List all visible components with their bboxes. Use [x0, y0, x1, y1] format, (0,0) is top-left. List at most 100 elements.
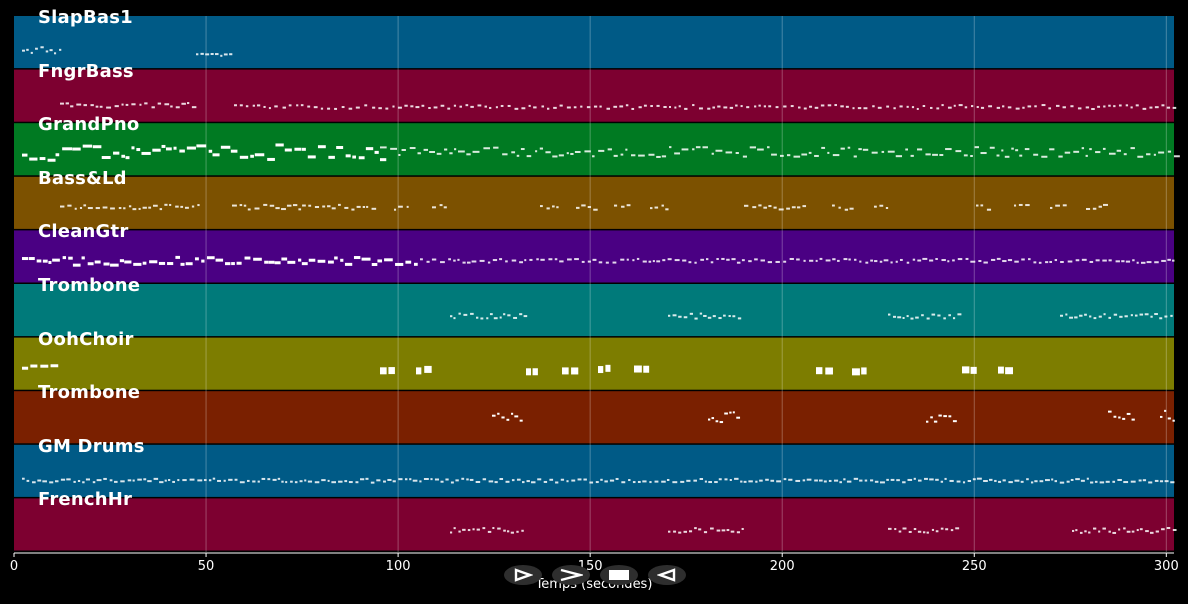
note: [1135, 104, 1139, 107]
note: [1002, 260, 1007, 263]
note: [656, 155, 661, 158]
note: [793, 155, 801, 158]
note: [684, 107, 688, 110]
note: [521, 107, 526, 110]
note: [355, 106, 360, 109]
note: [1136, 261, 1139, 264]
note: [729, 411, 732, 414]
note: [998, 366, 1004, 374]
note: [66, 478, 71, 481]
note: [619, 105, 624, 108]
track-label: FrenchHr: [38, 489, 133, 511]
note: [613, 105, 618, 108]
note: [365, 147, 374, 151]
note: [818, 479, 823, 482]
note: [197, 479, 203, 482]
note: [974, 146, 979, 149]
note: [870, 259, 874, 262]
note: [412, 479, 418, 482]
note: [136, 148, 141, 152]
track-lane: [14, 498, 1174, 551]
note: [1095, 151, 1101, 154]
note-cluster: [998, 366, 1013, 375]
note: [322, 205, 326, 208]
note: [566, 480, 569, 483]
note: [736, 531, 740, 534]
note: [931, 313, 936, 316]
note: [576, 206, 580, 209]
note: [331, 481, 337, 484]
note: [60, 205, 65, 208]
note: [327, 479, 330, 482]
note: [1123, 153, 1127, 156]
note: [931, 528, 935, 531]
next-button[interactable]: [552, 565, 590, 585]
note: [328, 155, 335, 159]
note: [1084, 530, 1087, 533]
note: [612, 261, 617, 264]
note: [1090, 481, 1094, 484]
note: [744, 204, 749, 207]
note: [1074, 316, 1078, 319]
note: [906, 105, 909, 108]
note: [890, 261, 893, 264]
back-button[interactable]: [648, 565, 686, 585]
note-cluster: [576, 204, 598, 211]
note-cluster: [196, 52, 233, 57]
note: [429, 151, 435, 154]
note: [74, 207, 77, 210]
note: [1113, 105, 1116, 108]
note: [432, 206, 436, 209]
note: [902, 527, 907, 530]
note: [548, 258, 553, 261]
note-cluster: [962, 366, 977, 374]
note: [62, 147, 73, 151]
note: [535, 150, 538, 153]
note-cluster: [1072, 527, 1177, 534]
note: [729, 106, 734, 109]
note: [989, 478, 993, 481]
note: [754, 105, 757, 108]
note: [613, 154, 618, 157]
note: [215, 258, 224, 262]
stop-button[interactable]: [600, 565, 638, 585]
note: [194, 257, 199, 261]
note: [60, 478, 66, 481]
note: [786, 207, 790, 210]
note-cluster: [492, 412, 523, 422]
note: [475, 480, 481, 483]
note: [760, 259, 765, 262]
note: [768, 205, 772, 208]
note: [296, 104, 299, 107]
note: [1092, 527, 1097, 530]
note: [165, 147, 172, 151]
note: [879, 260, 883, 263]
note: [516, 530, 519, 533]
note: [833, 479, 839, 482]
note: [947, 260, 950, 263]
note: [453, 104, 457, 107]
note: [577, 478, 582, 481]
note: [663, 106, 667, 109]
note: [628, 479, 631, 482]
note: [717, 105, 721, 108]
note: [133, 262, 142, 266]
note: [208, 479, 212, 482]
play-button[interactable]: [504, 565, 542, 585]
note: [742, 155, 747, 158]
note: [308, 258, 316, 262]
note: [886, 105, 890, 108]
note: [930, 106, 933, 109]
note: [883, 259, 889, 262]
note: [834, 104, 837, 107]
note: [638, 154, 645, 157]
note: [935, 258, 938, 261]
note: [472, 528, 475, 531]
note: [1172, 259, 1175, 262]
note: [1055, 104, 1060, 107]
note: [631, 154, 636, 157]
note: [321, 479, 326, 482]
note: [417, 152, 421, 155]
note: [380, 367, 387, 375]
note: [1116, 149, 1122, 152]
